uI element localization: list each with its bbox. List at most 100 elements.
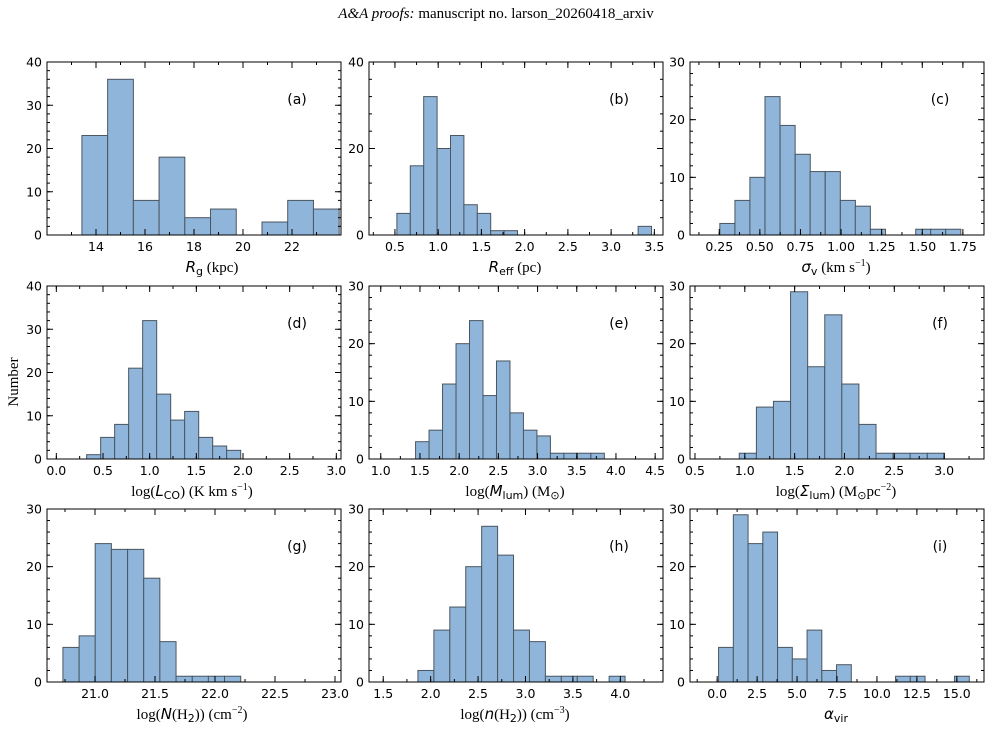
bar-f-3 (790, 291, 809, 460)
page-header: A&A proofs: manuscript no. larson_202604… (0, 6, 992, 23)
xtick-label-c-4: 1.25 (868, 239, 896, 254)
xlabel-c: σv (km s−1) (801, 258, 871, 278)
xtick-label-i-1: 2.5 (747, 686, 767, 701)
ytick-label-f-1: 10 (669, 394, 685, 409)
panel-label-h: (h) (609, 539, 629, 555)
bar-e-2 (442, 383, 457, 460)
xtick-label-d-6: 3.0 (326, 463, 346, 478)
bar-i-0 (718, 646, 734, 683)
ytick-label-g-3: 30 (26, 502, 42, 517)
ytick-label-a-0: 0 (34, 228, 42, 243)
xtick-label-b-2: 1.5 (471, 239, 491, 254)
xtick-label-a-1: 16 (137, 239, 153, 254)
xtick-label-e-2: 2.0 (449, 463, 469, 478)
axes-frame-g (46, 508, 342, 683)
xtick-label-h-5: 4.0 (610, 686, 630, 701)
bar-c-11 (915, 228, 932, 236)
xtick-label-f-5: 3.0 (934, 463, 954, 478)
ytick-label-a-4: 40 (26, 55, 42, 70)
ytick-label-i-2: 20 (669, 559, 685, 574)
bar-i-3 (762, 531, 779, 683)
xtick-label-e-0: 1.0 (371, 463, 391, 478)
xtick-label-h-2: 2.5 (468, 686, 488, 701)
xlabel-b: Reff (pc) (488, 258, 542, 278)
ytick-label-f-0: 0 (677, 452, 685, 467)
panel-label-f: (f) (932, 316, 948, 332)
panel-b: 0.5 1.0 1.5 2.0 2.5 3.0 3.5 0 20 40 (b) (348, 55, 664, 255)
xtick-label-c-0: 0.25 (705, 239, 733, 254)
bar-c-12 (930, 228, 947, 236)
ytick-label-e-3: 30 (348, 279, 364, 294)
xtick-label-e-7: 4.5 (645, 463, 665, 478)
bar-b-3 (436, 148, 451, 236)
xtick-label-g-1: 21.0 (81, 686, 109, 701)
axes-frame-e (368, 285, 664, 460)
xtick-label-b-4: 2.5 (558, 239, 578, 254)
bar-h-5 (497, 554, 515, 683)
ytick-label-d-0: 0 (34, 452, 42, 467)
bar-c-13 (945, 228, 962, 236)
bar-i-7 (821, 669, 838, 683)
bar-i-2 (747, 543, 764, 683)
bar-h-7 (528, 641, 546, 683)
panel-f: 0.5 1.0 1.5 2.0 2.5 3.0 0 10 20 30 (f) (669, 279, 985, 478)
bar-c-1 (734, 199, 751, 236)
bar-i-10 (909, 675, 926, 683)
manuscript-id: manuscript no. larson_20260418_arxiv (418, 6, 654, 22)
bar-d-2 (114, 423, 130, 460)
bar-f-4 (807, 366, 826, 460)
bar-g-1 (78, 635, 96, 683)
ytick-label-e-1: 10 (348, 394, 364, 409)
ytick-label-h-3: 30 (348, 502, 364, 517)
xtick-label-d-2: 1.0 (140, 463, 160, 478)
bar-d-3 (128, 367, 144, 460)
xtick-label-f-0: 0.5 (685, 463, 705, 478)
bar-b-7 (490, 230, 505, 236)
bar-h-8 (544, 675, 562, 683)
bar-h-4 (481, 525, 499, 683)
xtick-label-b-5: 3.0 (601, 239, 621, 254)
ytick-label-f-3: 30 (669, 279, 685, 294)
xtick-label-d-0: 0.0 (46, 463, 66, 478)
xtick-label-e-6: 4.0 (606, 463, 626, 478)
bar-e-13 (590, 452, 605, 460)
xtick-label-b-0: 0.5 (385, 239, 405, 254)
bar-c-5 (794, 153, 811, 236)
bar-h-1 (433, 629, 451, 683)
bar-c-9 (854, 205, 871, 236)
bar-e-3 (455, 343, 471, 460)
bar-i-5 (791, 658, 808, 683)
bar-g-4 (127, 548, 145, 683)
bar-h-9 (560, 675, 578, 683)
bar-d-5 (156, 393, 172, 460)
bar-g-5 (143, 577, 161, 683)
bar-h-10 (576, 675, 594, 683)
bar-i-8 (836, 664, 852, 683)
xtick-label-g-5: 23.0 (321, 686, 349, 701)
xtick-label-i-5: 12.5 (903, 686, 931, 701)
ytick-label-i-3: 30 (669, 502, 685, 517)
panel-label-e: (e) (609, 316, 629, 332)
xtick-label-i-4: 10.0 (863, 686, 891, 701)
xtick-label-f-3: 2.0 (835, 463, 855, 478)
bar-e-4 (469, 320, 484, 460)
panel-a: 14 16 18 20 22 0 10 20 30 40 (a) (26, 55, 342, 254)
ytick-label-a-2: 20 (26, 141, 42, 156)
ytick-label-g-1: 10 (26, 617, 42, 632)
bar-d-8 (198, 436, 214, 460)
bar-c-3 (764, 96, 781, 236)
bar-f-5 (824, 314, 843, 460)
bar-b-8 (503, 230, 519, 236)
bar-e-8 (522, 429, 538, 460)
bar-h-0 (417, 669, 435, 683)
xlabel-d: log(LCO) (K km s−1) (131, 482, 253, 502)
xtick-label-e-3: 2.5 (488, 463, 508, 478)
bar-e-6 (495, 360, 511, 460)
bar-g-0 (62, 646, 80, 683)
ytick-label-a-3: 30 (26, 98, 42, 113)
ytick-label-h-0: 0 (356, 675, 364, 690)
bar-a-6 (261, 221, 289, 236)
bar-e-11 (563, 452, 578, 460)
bar-a-4 (184, 217, 212, 236)
